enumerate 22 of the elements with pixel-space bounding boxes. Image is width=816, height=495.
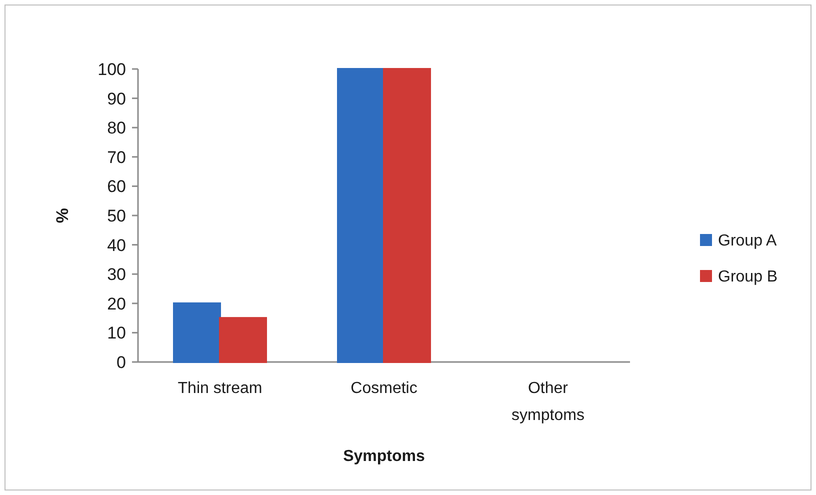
y-tick-label: 80 <box>107 118 126 138</box>
y-tick-label: 50 <box>107 206 126 226</box>
y-tick-label: 20 <box>107 294 126 314</box>
legend-label: Group B <box>718 268 778 286</box>
x-tick-label: Other symptoms <box>512 380 584 424</box>
bar <box>383 68 431 363</box>
x-tick-label: Thin stream <box>178 380 262 397</box>
x-axis-title: Symptoms <box>343 448 425 465</box>
y-tick-label: 70 <box>107 148 126 167</box>
y-tick-label: 90 <box>107 89 126 108</box>
bar <box>173 302 221 363</box>
y-tick-label: 60 <box>107 177 126 196</box>
legend-label: Group A <box>718 232 778 250</box>
y-tick-label: 40 <box>107 236 126 255</box>
bar <box>219 317 267 363</box>
y-tick-label: 100 <box>98 60 126 79</box>
y-tick-label: 30 <box>107 265 126 284</box>
y-axis-title: % <box>53 208 72 224</box>
x-tick-label: Cosmetic <box>350 380 418 397</box>
y-tick-label: 0 <box>116 352 126 372</box>
y-tick-label: 10 <box>107 324 126 343</box>
bar <box>337 68 385 363</box>
